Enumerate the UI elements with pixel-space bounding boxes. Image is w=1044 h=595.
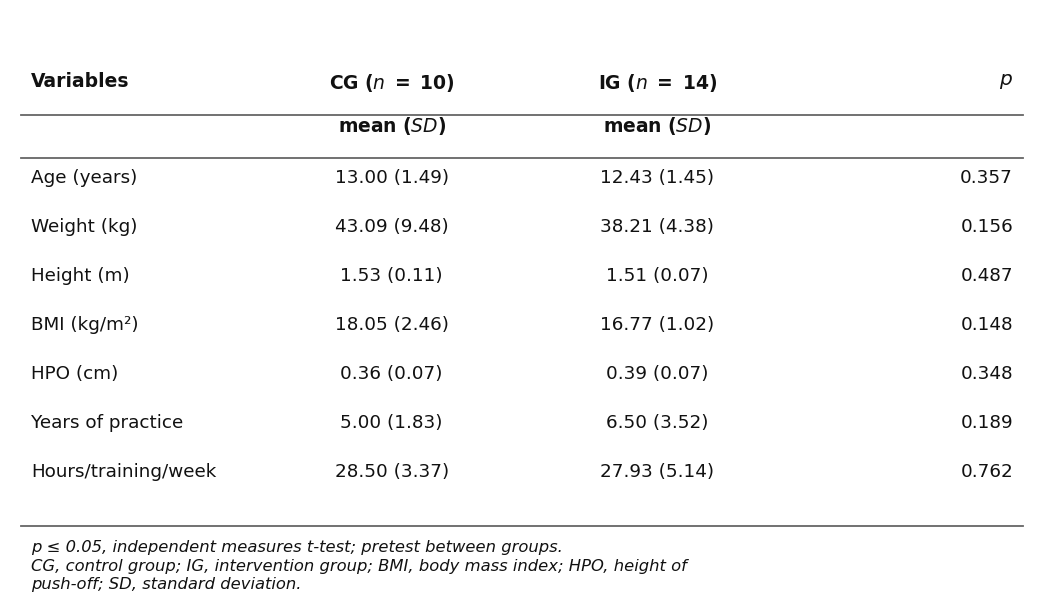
Text: Height (m): Height (m): [31, 267, 129, 285]
Text: 0.487: 0.487: [960, 267, 1013, 285]
Text: 0.762: 0.762: [960, 464, 1013, 481]
Text: Variables: Variables: [31, 72, 129, 91]
Text: 0.189: 0.189: [960, 414, 1013, 432]
Text: $\mathbf{mean\ (}$$\mathbf{\mathit{SD}}$$\mathbf{)}$: $\mathbf{mean\ (}$$\mathbf{\mathit{SD}}$…: [337, 115, 446, 137]
Text: 6.50 (3.52): 6.50 (3.52): [607, 414, 709, 432]
Text: HPO (cm): HPO (cm): [31, 365, 118, 383]
Text: $\mathbf{\mathit{p}}$: $\mathbf{\mathit{p}}$: [999, 72, 1013, 91]
Text: Age (years): Age (years): [31, 168, 137, 187]
Text: 16.77 (1.02): 16.77 (1.02): [600, 316, 714, 334]
Text: BMI (kg/m²): BMI (kg/m²): [31, 316, 139, 334]
Text: 0.39 (0.07): 0.39 (0.07): [607, 365, 709, 383]
Text: CG, control group; IG, intervention group; BMI, body mass index; HPO, height of: CG, control group; IG, intervention grou…: [31, 559, 687, 574]
Text: $\mathbf{mean\ (}$$\mathbf{\mathit{SD}}$$\mathbf{)}$: $\mathbf{mean\ (}$$\mathbf{\mathit{SD}}$…: [603, 115, 711, 137]
Text: Years of practice: Years of practice: [31, 414, 183, 432]
Text: 0.36 (0.07): 0.36 (0.07): [340, 365, 443, 383]
Text: 13.00 (1.49): 13.00 (1.49): [335, 168, 449, 187]
Text: 0.357: 0.357: [960, 168, 1013, 187]
Text: 0.148: 0.148: [960, 316, 1013, 334]
Text: Hours/training/week: Hours/training/week: [31, 464, 216, 481]
Text: 43.09 (9.48): 43.09 (9.48): [335, 218, 449, 236]
Text: 27.93 (5.14): 27.93 (5.14): [600, 464, 714, 481]
Text: 1.51 (0.07): 1.51 (0.07): [606, 267, 709, 285]
Text: 1.53 (0.11): 1.53 (0.11): [340, 267, 443, 285]
Text: $\mathbf{CG\ (}$$\mathit{n}$$\mathbf{\ =\ 10)}$: $\mathbf{CG\ (}$$\mathit{n}$$\mathbf{\ =…: [329, 72, 455, 94]
Text: 38.21 (4.38): 38.21 (4.38): [600, 218, 714, 236]
Text: $\mathbf{IG\ (}$$\mathit{n}$$\mathbf{\ =\ 14)}$: $\mathbf{IG\ (}$$\mathit{n}$$\mathbf{\ =…: [598, 72, 717, 94]
Text: p ≤ 0.05, independent measures t-test; pretest between groups.: p ≤ 0.05, independent measures t-test; p…: [31, 540, 563, 555]
Text: Weight (kg): Weight (kg): [31, 218, 138, 236]
Text: 5.00 (1.83): 5.00 (1.83): [340, 414, 443, 432]
Text: 18.05 (2.46): 18.05 (2.46): [335, 316, 449, 334]
Text: push-off; SD, standard deviation.: push-off; SD, standard deviation.: [31, 577, 302, 593]
Text: 0.156: 0.156: [960, 218, 1013, 236]
Text: 28.50 (3.37): 28.50 (3.37): [334, 464, 449, 481]
Text: 12.43 (1.45): 12.43 (1.45): [600, 168, 714, 187]
Text: 0.348: 0.348: [960, 365, 1013, 383]
